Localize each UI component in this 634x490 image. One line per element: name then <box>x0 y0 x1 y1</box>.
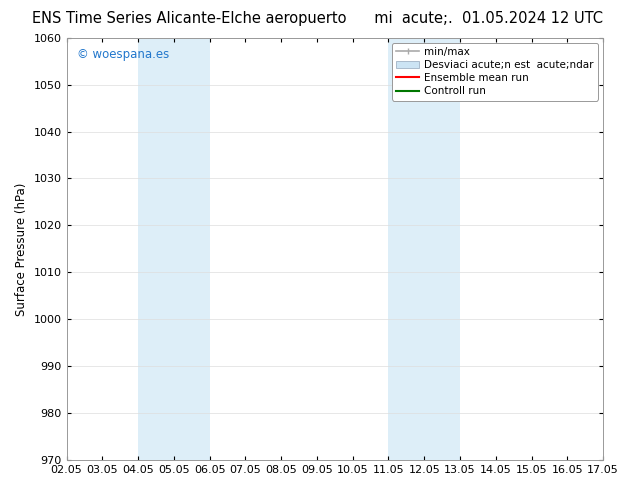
Legend: min/max, Desviaci acute;n est  acute;ndar, Ensemble mean run, Controll run: min/max, Desviaci acute;n est acute;ndar… <box>392 43 598 100</box>
Bar <box>389 38 460 460</box>
Bar <box>138 38 210 460</box>
Y-axis label: Surface Pressure (hPa): Surface Pressure (hPa) <box>15 182 28 316</box>
Text: ENS Time Series Alicante-Elche aeropuerto      mi  acute;.  01.05.2024 12 UTC: ENS Time Series Alicante-Elche aeropuert… <box>32 11 602 26</box>
Text: © woespana.es: © woespana.es <box>77 48 169 61</box>
